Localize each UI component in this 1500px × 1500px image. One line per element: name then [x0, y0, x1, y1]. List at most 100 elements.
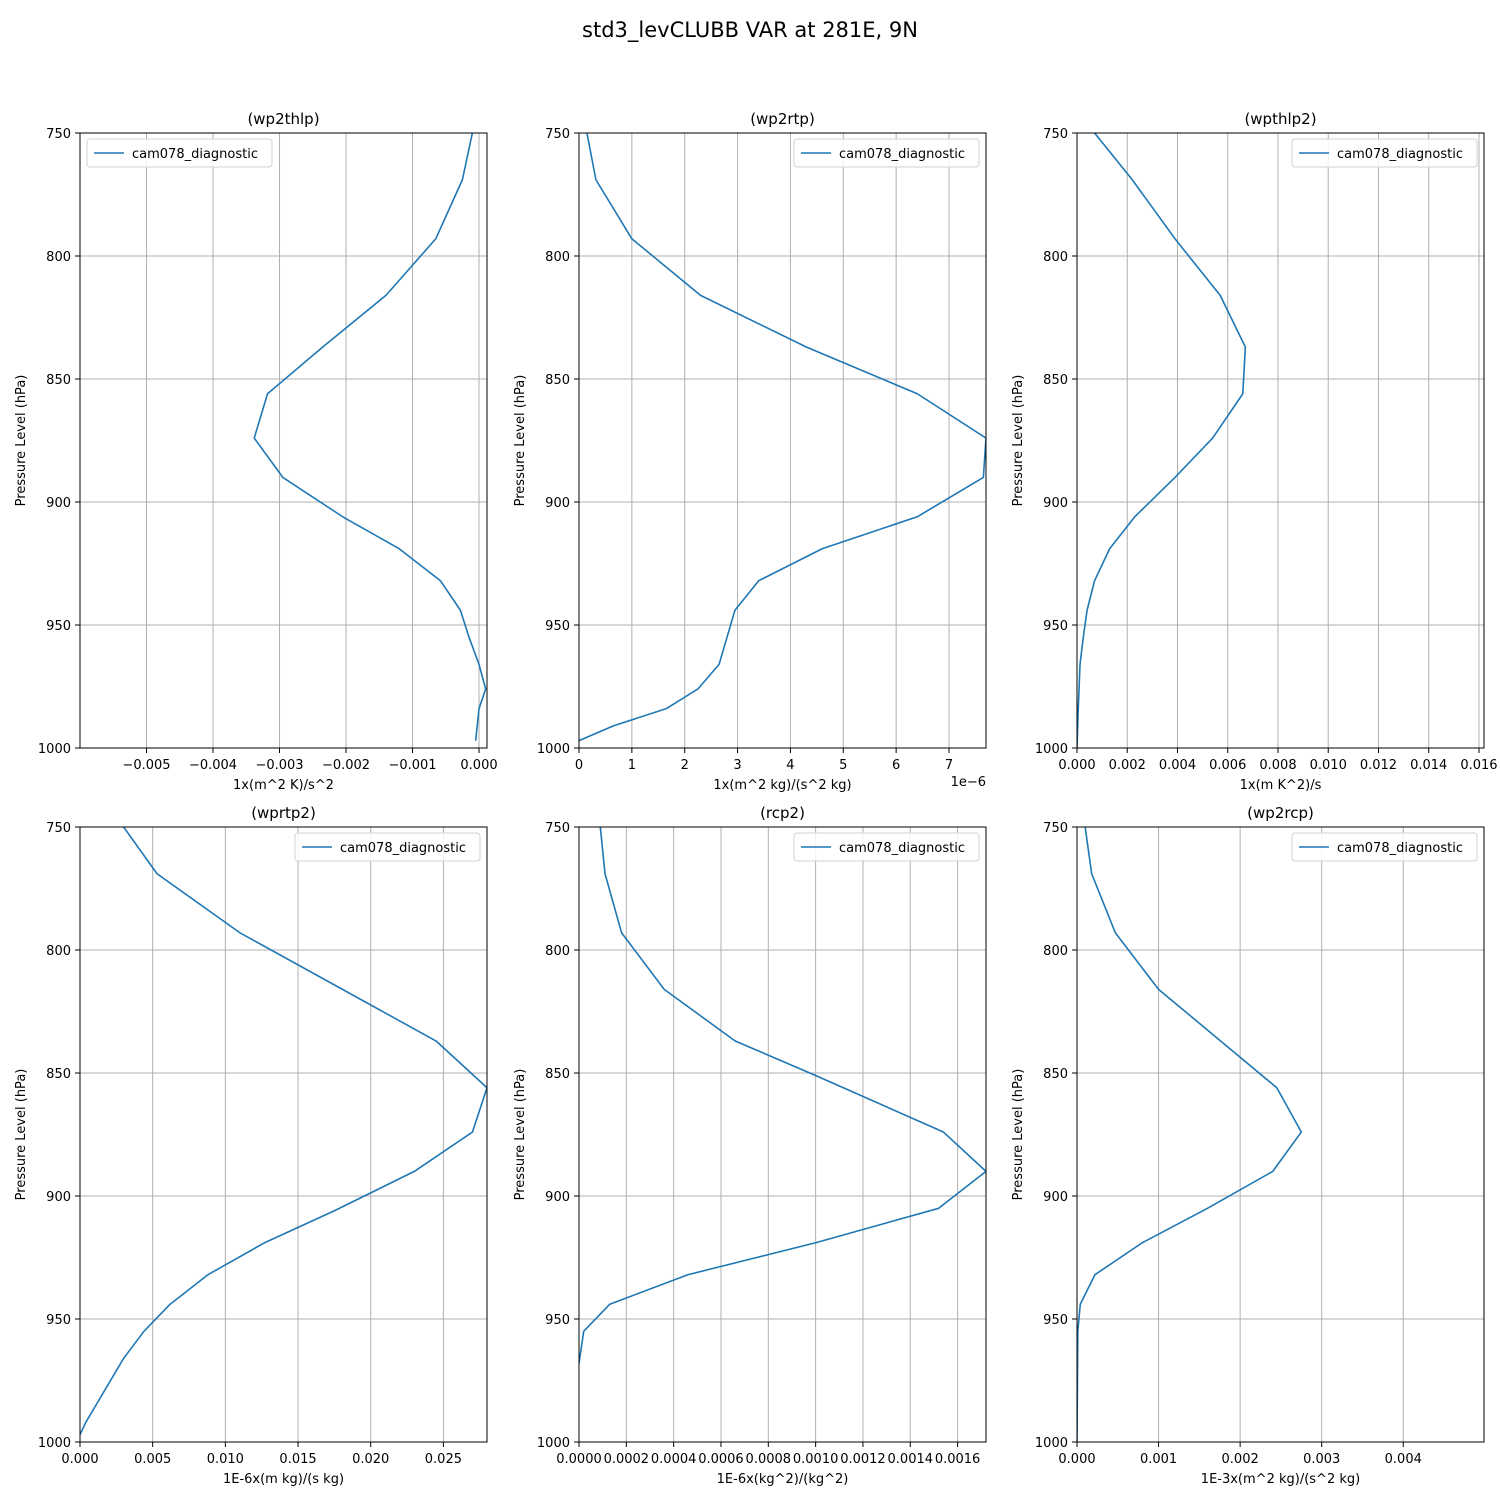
legend-box: [793, 832, 980, 862]
x-tick-label: 0.0000: [556, 1452, 602, 1467]
y-axis-label: Pressure Level (hPa): [513, 375, 528, 507]
panel-2: 0 1 2 3 4 5 6 7 750 800 850 900 950 1000 (wp2rtp) 1x(m^…: [513, 110, 987, 793]
x-tick-label: 0.025: [425, 1452, 462, 1467]
x-tick-label: 0.020: [352, 1452, 389, 1467]
x-tick-label: 3: [733, 758, 741, 773]
panel-title: (wp2rcp): [1247, 804, 1314, 822]
x-tick-label: 0.004: [1385, 1452, 1422, 1467]
x-tick-label: −0.001: [388, 758, 436, 773]
x-tick-label: 0.012: [1360, 758, 1397, 773]
y-tick-label: 750: [545, 821, 570, 836]
panel-5: 0.0000 0.0002 0.0004 0.0006 0.0008 0.0010 0.00…: [513, 804, 987, 1487]
x-tick-label: −0.004: [189, 758, 237, 773]
x-tick-label: 0.0004: [651, 1452, 697, 1467]
x-tick-label: 0.003: [1303, 1452, 1340, 1467]
x-tick-label: 0.0016: [935, 1452, 981, 1467]
x-tick-label: 4: [786, 758, 794, 773]
plot-frame: [1076, 132, 1485, 749]
x-tick-label: 0.004: [1159, 758, 1196, 773]
panel-3: 0.000 0.002 0.004 0.006 0.008 0.010 0.012 0.014…: [1011, 110, 1498, 793]
x-tick-label: 0.005: [134, 1452, 171, 1467]
x-tick-label: 0.000: [61, 1452, 98, 1467]
legend-entry: cam078_diagnostic: [839, 147, 965, 162]
legend: cam078_diagnostic: [86, 138, 273, 168]
y-tick-label: 950: [46, 619, 71, 634]
legend-box: [1291, 832, 1478, 862]
y-tick-label: 1000: [38, 1436, 71, 1451]
y-tick-label: 900: [46, 496, 71, 511]
x-tick-label: 0: [575, 758, 583, 773]
x-tick-label: 1: [628, 758, 636, 773]
x-axis-label: 1E-6x(m kg)/(s kg): [223, 1472, 344, 1487]
x-tick-label: 0.000: [1058, 1452, 1095, 1467]
x-tick-label: 6: [892, 758, 900, 773]
legend: cam078_diagnostic: [294, 832, 481, 862]
x-tick-label: 0.0008: [746, 1452, 792, 1467]
y-tick-label: 750: [1043, 821, 1068, 836]
legend-entry: cam078_diagnostic: [340, 841, 466, 856]
x-tick-label: 0.010: [207, 1452, 244, 1467]
plot-frame: [79, 132, 488, 749]
y-tick-label: 900: [1043, 1190, 1068, 1205]
x-tick-label: 0.016: [1460, 758, 1497, 773]
x-tick-label: 5: [839, 758, 847, 773]
x-tick-label: 0.000: [460, 758, 497, 773]
legend-box: [1291, 138, 1478, 168]
x-tick-label: 0.006: [1209, 758, 1246, 773]
panel-1: −0.005 −0.004 −0.003 −0.002 −0.001 0.000 750 80…: [14, 110, 498, 793]
x-tick-label: 0.015: [279, 1452, 316, 1467]
series-line: [80, 827, 487, 1435]
y-tick-label: 750: [545, 127, 570, 142]
x-tick-label: −0.005: [122, 758, 170, 773]
y-tick-label: 900: [545, 496, 570, 511]
y-tick-label: 950: [545, 1313, 570, 1328]
x-offset-text: 1e−6: [951, 775, 986, 790]
legend-entry: cam078_diagnostic: [1337, 841, 1463, 856]
x-tick-label: 0.0010: [793, 1452, 839, 1467]
y-tick-label: 900: [545, 1190, 570, 1205]
y-tick-label: 900: [46, 1190, 71, 1205]
panel-6: 0.000 0.001 0.002 0.003 0.004 750 800 850 900 950…: [1011, 804, 1485, 1487]
y-axis-label: Pressure Level (hPa): [1011, 1069, 1026, 1201]
figure-title: std3_levCLUBB VAR at 281E, 9N: [582, 18, 918, 43]
legend-entry: cam078_diagnostic: [132, 147, 258, 162]
y-tick-label: 1000: [38, 742, 71, 757]
y-tick-label: 950: [545, 619, 570, 634]
y-tick-label: 800: [1043, 250, 1068, 265]
x-tick-label: 0.0012: [840, 1452, 886, 1467]
series-line: [579, 133, 986, 742]
x-axis-label: 1E-6x(kg^2)/(kg^2): [717, 1472, 849, 1487]
panel-title: (wprtp2): [251, 804, 316, 822]
legend: cam078_diagnostic: [793, 138, 980, 168]
x-tick-label: 2: [681, 758, 689, 773]
y-tick-label: 950: [1043, 619, 1068, 634]
panel-title: (rcp2): [760, 804, 805, 822]
series-line: [1077, 827, 1303, 1442]
y-axis-label: Pressure Level (hPa): [14, 375, 29, 507]
y-tick-label: 850: [1043, 373, 1068, 388]
x-axis-label: 1x(m^2 K)/s^2: [233, 778, 334, 793]
y-tick-label: 750: [46, 127, 71, 142]
y-tick-label: 850: [46, 1067, 71, 1082]
x-tick-label: 0.014: [1410, 758, 1447, 773]
panel-4: 0.000 0.005 0.010 0.015 0.020 0.025 750 800 850 9…: [14, 804, 488, 1487]
series-line: [253, 133, 487, 741]
x-tick-label: −0.003: [255, 758, 303, 773]
y-tick-label: 800: [545, 944, 570, 959]
plot-frame: [79, 826, 488, 1443]
panel-title: (wpthlp2): [1244, 110, 1316, 128]
x-tick-label: 0.0014: [888, 1452, 934, 1467]
legend-entry: cam078_diagnostic: [839, 841, 965, 856]
x-axis-label: 1x(m K^2)/s: [1240, 778, 1322, 793]
y-tick-label: 850: [545, 1067, 570, 1082]
legend: cam078_diagnostic: [1291, 832, 1478, 862]
x-tick-label: −0.002: [322, 758, 370, 773]
y-tick-label: 800: [545, 250, 570, 265]
y-tick-label: 1000: [537, 742, 570, 757]
x-tick-label: 0.008: [1259, 758, 1296, 773]
y-tick-label: 900: [1043, 496, 1068, 511]
y-tick-label: 750: [46, 821, 71, 836]
x-tick-label: 0.0006: [698, 1452, 744, 1467]
